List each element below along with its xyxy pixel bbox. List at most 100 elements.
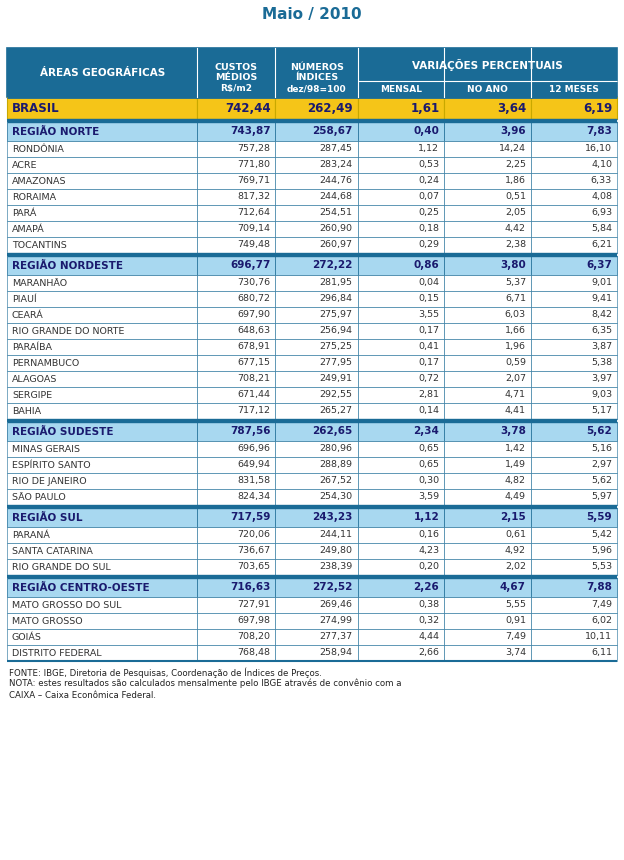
Text: NOTA: estes resultados são calculados mensalmente pelo IBGE através de convênio : NOTA: estes resultados são calculados me… [9, 679, 401, 689]
Text: 0,30: 0,30 [418, 476, 439, 486]
Text: 269,46: 269,46 [319, 600, 353, 610]
Text: SANTA CATARINA: SANTA CATARINA [12, 546, 93, 556]
Bar [7, 48, 617, 97]
Bar [275, 489, 358, 505]
Text: 0,29: 0,29 [418, 241, 439, 249]
Bar [7, 629, 197, 645]
Text: 1,61: 1,61 [410, 101, 439, 114]
Text: 1,42: 1,42 [505, 445, 526, 453]
Bar [531, 457, 617, 473]
Bar [197, 371, 275, 387]
Bar [7, 543, 197, 559]
Bar [444, 205, 531, 221]
Text: 2,02: 2,02 [505, 562, 526, 572]
Text: 260,97: 260,97 [319, 241, 353, 249]
Bar [275, 473, 358, 489]
Text: 244,11: 244,11 [319, 531, 353, 539]
Bar [275, 578, 358, 597]
Bar [275, 97, 358, 119]
Bar [444, 339, 531, 355]
Text: RIO DE JANEIRO: RIO DE JANEIRO [12, 476, 87, 486]
Bar [7, 527, 197, 543]
Text: MENSAL: MENSAL [380, 84, 422, 94]
Bar [197, 97, 275, 119]
Text: 280,96: 280,96 [319, 445, 353, 453]
Text: BRASIL: BRASIL [12, 101, 60, 114]
Text: GOIÁS: GOIÁS [12, 632, 42, 642]
Bar [531, 422, 617, 441]
Text: 7,49: 7,49 [591, 600, 612, 610]
Bar [358, 122, 444, 141]
Bar [358, 387, 444, 403]
Text: 671,44: 671,44 [237, 390, 270, 400]
Text: SERGIPE: SERGIPE [12, 390, 52, 400]
Text: 648,63: 648,63 [237, 327, 270, 335]
Bar [275, 441, 358, 457]
Bar [358, 578, 444, 597]
Bar [197, 422, 275, 441]
Bar [531, 275, 617, 291]
Text: 2,81: 2,81 [418, 390, 439, 400]
Text: 2,38: 2,38 [505, 241, 526, 249]
Bar [444, 508, 531, 527]
Text: 6,35: 6,35 [591, 327, 612, 335]
Bar [358, 275, 444, 291]
Text: 1,49: 1,49 [505, 460, 526, 470]
Bar [275, 323, 358, 339]
Bar [444, 291, 531, 307]
Bar [358, 441, 444, 457]
Bar [358, 422, 444, 441]
Bar [358, 645, 444, 661]
Bar [275, 457, 358, 473]
Bar [197, 489, 275, 505]
Bar [7, 505, 617, 508]
Text: 0,91: 0,91 [505, 617, 526, 625]
Bar [7, 173, 197, 189]
Bar [444, 629, 531, 645]
Bar [358, 355, 444, 371]
Bar [275, 527, 358, 543]
Text: MATO GROSSO DO SUL: MATO GROSSO DO SUL [12, 600, 122, 610]
Bar [197, 122, 275, 141]
Bar [275, 237, 358, 253]
Bar [7, 97, 197, 119]
Bar [444, 578, 531, 597]
Text: NÚMEROS
ÍNDICES: NÚMEROS ÍNDICES [290, 63, 344, 83]
Text: 677,15: 677,15 [237, 359, 270, 367]
Text: 742,44: 742,44 [225, 101, 270, 114]
Text: 16,10: 16,10 [585, 144, 612, 153]
Bar [7, 371, 197, 387]
Bar [7, 122, 197, 141]
Text: REGIÃO NORDESTE: REGIÃO NORDESTE [12, 261, 123, 271]
Bar [444, 189, 531, 205]
Bar [197, 205, 275, 221]
Bar [275, 508, 358, 527]
Bar [444, 371, 531, 387]
Text: 6,37: 6,37 [586, 261, 612, 271]
Text: ALAGOAS: ALAGOAS [12, 374, 57, 384]
Text: 6,33: 6,33 [591, 176, 612, 186]
Bar [7, 597, 197, 613]
Text: 696,77: 696,77 [230, 261, 270, 271]
Text: 703,65: 703,65 [237, 562, 270, 572]
Text: 262,49: 262,49 [307, 101, 353, 114]
Text: 717,59: 717,59 [230, 513, 270, 523]
Bar [531, 97, 617, 119]
Text: 5,42: 5,42 [591, 531, 612, 539]
Text: 0,17: 0,17 [418, 327, 439, 335]
Bar [275, 543, 358, 559]
Bar [197, 237, 275, 253]
Text: 0,53: 0,53 [418, 161, 439, 169]
Text: AMAZONAS: AMAZONAS [12, 176, 67, 186]
Bar [275, 221, 358, 237]
Text: 716,63: 716,63 [230, 582, 270, 593]
Text: 0,41: 0,41 [418, 342, 439, 352]
Bar [444, 355, 531, 371]
Text: VARIAÇÕES PERCENTUAIS: VARIAÇÕES PERCENTUAIS [412, 58, 563, 71]
Text: 3,55: 3,55 [418, 310, 439, 320]
Bar [531, 578, 617, 597]
Bar [275, 387, 358, 403]
Text: 708,21: 708,21 [237, 374, 270, 384]
Text: 1,12: 1,12 [418, 144, 439, 153]
Text: 9,03: 9,03 [591, 390, 612, 400]
